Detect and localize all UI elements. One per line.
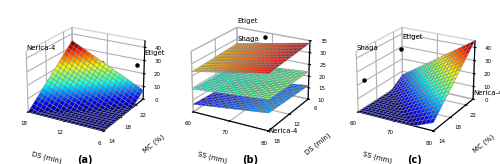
Title: (c): (c) bbox=[408, 155, 422, 164]
X-axis label: SS (mm): SS (mm) bbox=[196, 151, 228, 164]
Y-axis label: DS (min): DS (min) bbox=[304, 132, 332, 156]
Y-axis label: MC (%): MC (%) bbox=[142, 133, 165, 154]
X-axis label: DS (min): DS (min) bbox=[32, 151, 62, 164]
Title: (b): (b) bbox=[242, 155, 258, 164]
X-axis label: SS (mm): SS (mm) bbox=[362, 151, 392, 164]
Y-axis label: MC (%): MC (%) bbox=[472, 133, 495, 154]
Title: (a): (a) bbox=[77, 155, 93, 164]
